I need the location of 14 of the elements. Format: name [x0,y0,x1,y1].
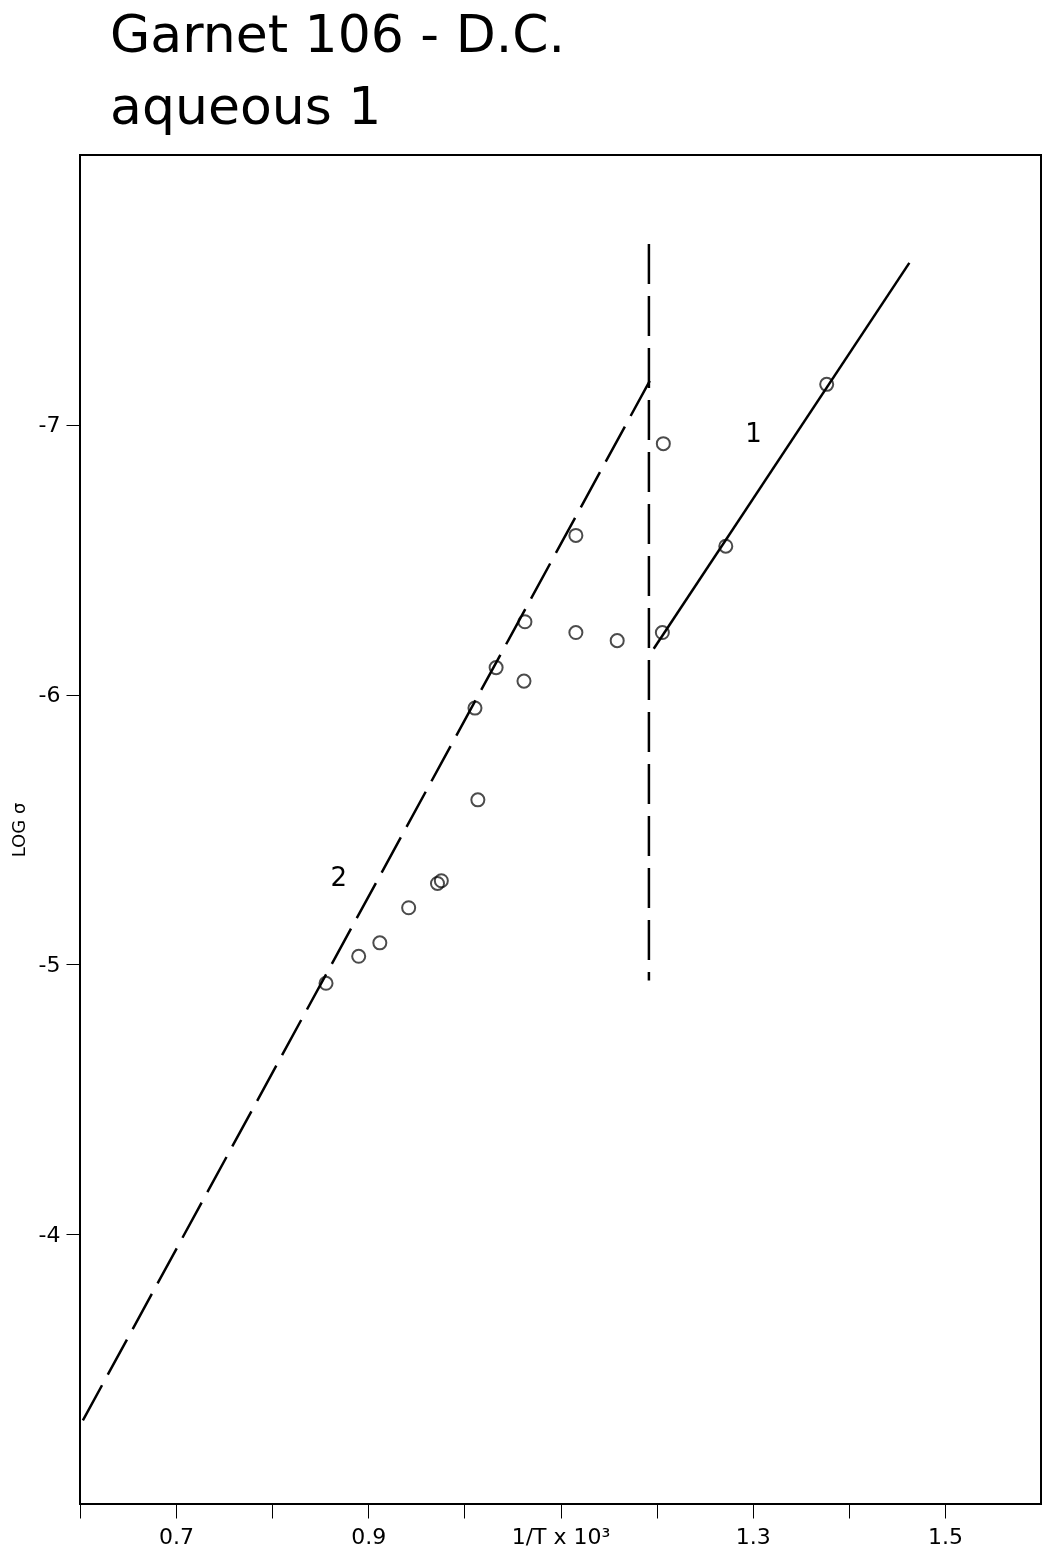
chart-subtitle: aqueous 1 [110,76,382,136]
x-tick-label: 1.5 [927,1523,963,1549]
x-tick-label: 1.3 [735,1523,771,1549]
x-tick-label: 0.7 [159,1523,195,1549]
series-label: 2 [330,861,348,892]
chart-title: Garnet 106 - D.C. [110,4,566,64]
y-tick-label: -4 [38,1221,61,1247]
x-tick-label: 0.9 [351,1523,387,1549]
y-tick-label: -6 [38,682,61,708]
series-label: 1 [745,417,762,448]
y-tick-label: -7 [38,412,61,438]
x-tick-label: 1/T x 10³ [511,1523,611,1549]
y-axis-title: LOG σ [7,802,29,858]
y-tick-label: -5 [38,951,61,977]
